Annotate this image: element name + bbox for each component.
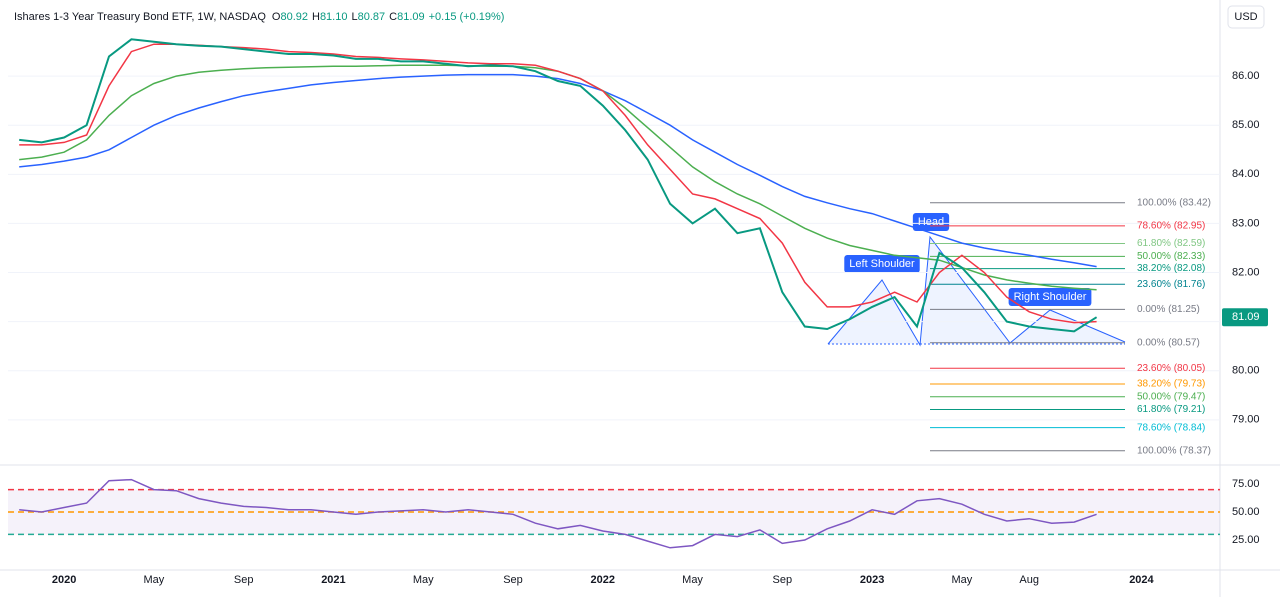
fib-label: 50.00% (82.33) [1137, 251, 1205, 262]
pattern-label-box [1008, 288, 1092, 306]
pattern-label-box [844, 255, 920, 273]
ohlc-key: O [272, 11, 281, 23]
last-price-tag [1222, 308, 1268, 327]
pattern-fill [828, 237, 1125, 345]
fib-label: 78.60% (78.84) [1137, 422, 1205, 433]
fib-label: 23.60% (81.76) [1137, 279, 1205, 290]
x-tick-label: May [143, 574, 164, 586]
x-tick-label: 2022 [591, 574, 615, 586]
pattern-label: Left Shoulder [849, 258, 915, 270]
x-tick-label: Sep [503, 574, 523, 586]
fib-label: 0.00% (80.57) [1137, 337, 1200, 348]
fib-label: 100.00% (83.42) [1137, 197, 1211, 208]
ohlc-key: L [351, 11, 357, 23]
ohlc-key: H [312, 11, 320, 23]
y-tick-label: 84.00 [1232, 168, 1260, 180]
ohlc-key: C [389, 11, 397, 23]
y-tick-label: 50.00 [1232, 506, 1260, 518]
x-tick-label: May [951, 574, 972, 586]
fib-label: 61.80% (82.59) [1137, 238, 1205, 249]
fib-label: 61.80% (79.21) [1137, 404, 1205, 415]
pattern-label: Head [918, 216, 944, 228]
y-tick-label: 25.00 [1232, 534, 1260, 546]
fib-label: 78.60% (82.95) [1137, 221, 1205, 232]
y-tick-label: 85.00 [1232, 119, 1260, 131]
x-tick-label: Sep [234, 574, 254, 586]
y-tick-label: 83.00 [1232, 217, 1260, 229]
symbol-title: Ishares 1-3 Year Treasury Bond ETF, 1W, … [14, 11, 266, 23]
x-tick-label: May [682, 574, 703, 586]
fib-label: 23.60% (80.05) [1137, 363, 1205, 374]
pattern-label: Right Shoulder [1014, 291, 1087, 303]
fib-label: 38.20% (82.08) [1137, 263, 1205, 274]
x-tick-label: Sep [773, 574, 793, 586]
last-price: 81.09 [1232, 311, 1260, 323]
series-line [19, 38, 1098, 333]
ohlc-value: 81.09 [397, 11, 425, 23]
series-line [19, 73, 1097, 268]
pattern-label-box [912, 213, 950, 231]
currency[interactable]: USD [1234, 11, 1257, 23]
fib-label: 0.00% (81.25) [1137, 304, 1200, 315]
fib-label: 100.00% (78.37) [1137, 445, 1211, 456]
header: Ishares 1-3 Year Treasury Bond ETF, 1W, … [14, 11, 504, 23]
x-tick-label: Aug [1019, 574, 1039, 586]
x-tick-label: May [413, 574, 434, 586]
x-tick-label: 2023 [860, 574, 884, 586]
fib-label: 50.00% (79.47) [1137, 391, 1205, 402]
y-tick-label: 80.00 [1232, 365, 1260, 377]
ohlc-value: 81.10 [320, 11, 348, 23]
ohlc-value: 80.92 [280, 11, 308, 23]
series-line [19, 478, 1097, 549]
change: +0.15 (+0.19%) [429, 11, 505, 23]
y-tick-label: 79.00 [1232, 414, 1260, 426]
pattern-line [827, 235, 1126, 347]
currency-button[interactable] [1227, 5, 1265, 29]
x-tick-label: 2020 [52, 574, 76, 586]
x-tick-label: 2024 [1129, 574, 1154, 586]
annotations: Left Shoulder Head Right Shoulder [844, 213, 1092, 306]
ohlc-value: 80.87 [358, 11, 386, 23]
y-tick-label: 82.00 [1232, 266, 1260, 278]
x-tick-label: 2021 [321, 574, 345, 586]
y-tick-label: 75.00 [1232, 478, 1260, 490]
fib-label: 38.20% (79.73) [1137, 379, 1205, 390]
y-tick-label: 86.00 [1232, 70, 1260, 82]
